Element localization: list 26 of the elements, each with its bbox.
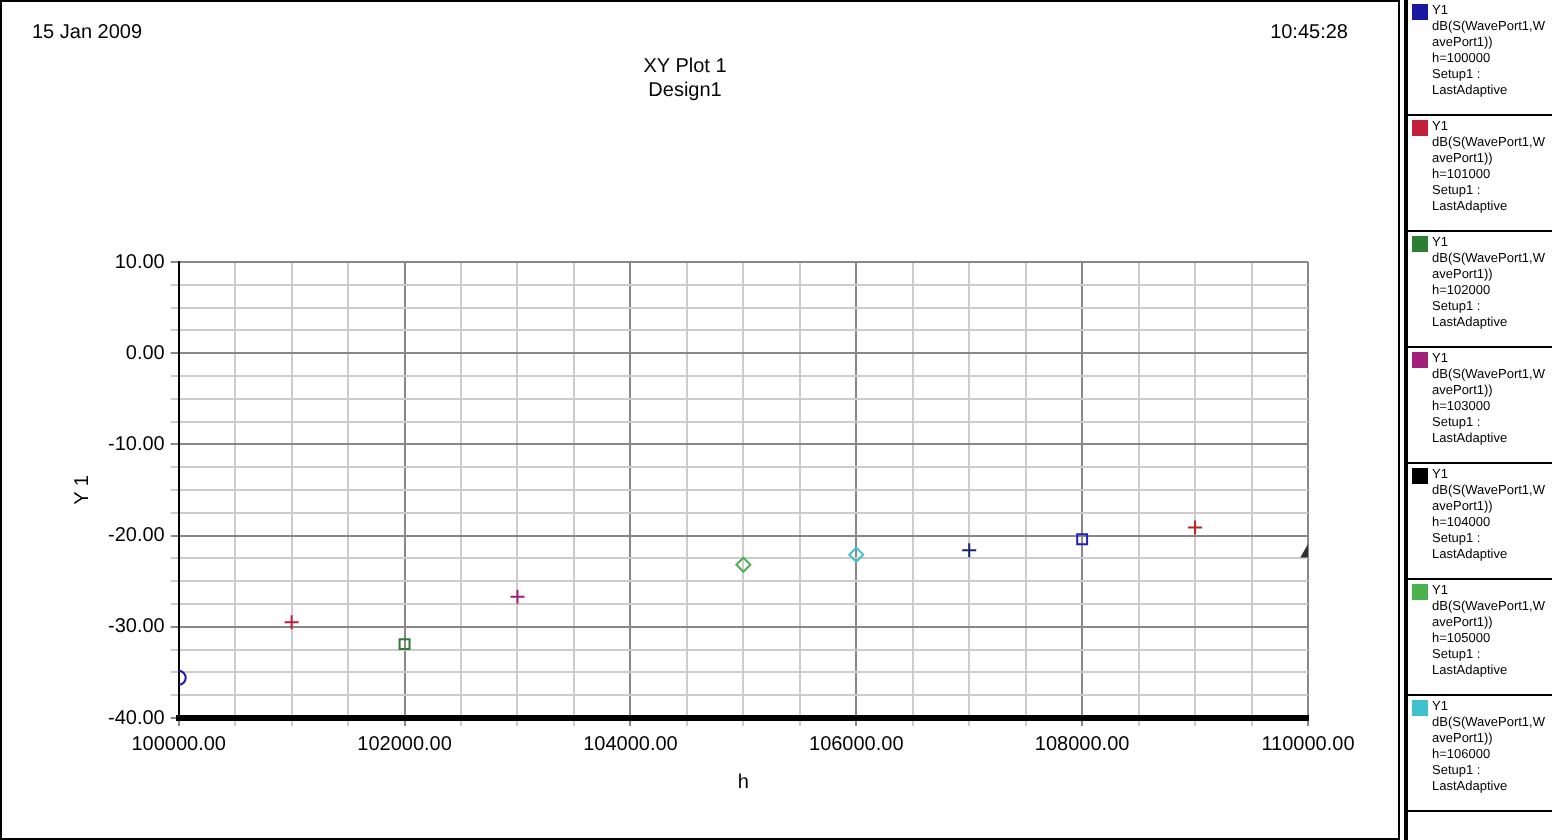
y-tick-label: 0.00 (125, 342, 166, 365)
y-tick-label: -20.00 (107, 525, 166, 548)
text: 10:45:28 (1270, 22, 1348, 44)
point (398, 638, 411, 651)
y-tick-label: -30.00 (107, 616, 166, 639)
point (509, 588, 526, 605)
y-tick-label: 10.00 (114, 251, 166, 274)
text: 15 Jan 2009 (32, 22, 143, 44)
x-tick-label: 108000.00 (1034, 733, 1131, 756)
point (1187, 519, 1204, 536)
x-axis-title: h (737, 771, 749, 794)
x-tick-label: 104000.00 (583, 733, 679, 756)
point (1076, 533, 1089, 546)
x-tick-label: 106000.00 (809, 733, 905, 756)
x-tick-label: 102000.00 (357, 733, 453, 756)
x-tick-label: 100000.00 (131, 733, 227, 756)
y-tick-label: -10.00 (107, 433, 166, 456)
point (735, 556, 752, 573)
x-tick-label: 110000.00 (1261, 733, 1356, 756)
y-tick-label: -40.00 (107, 707, 166, 730)
chart-subtitle: Design1 (648, 79, 723, 102)
point (283, 614, 300, 631)
y-axis-title: Y 1 (71, 474, 94, 505)
chart-title: XY Plot 1 (643, 55, 728, 78)
point (961, 542, 978, 559)
point (848, 546, 865, 563)
